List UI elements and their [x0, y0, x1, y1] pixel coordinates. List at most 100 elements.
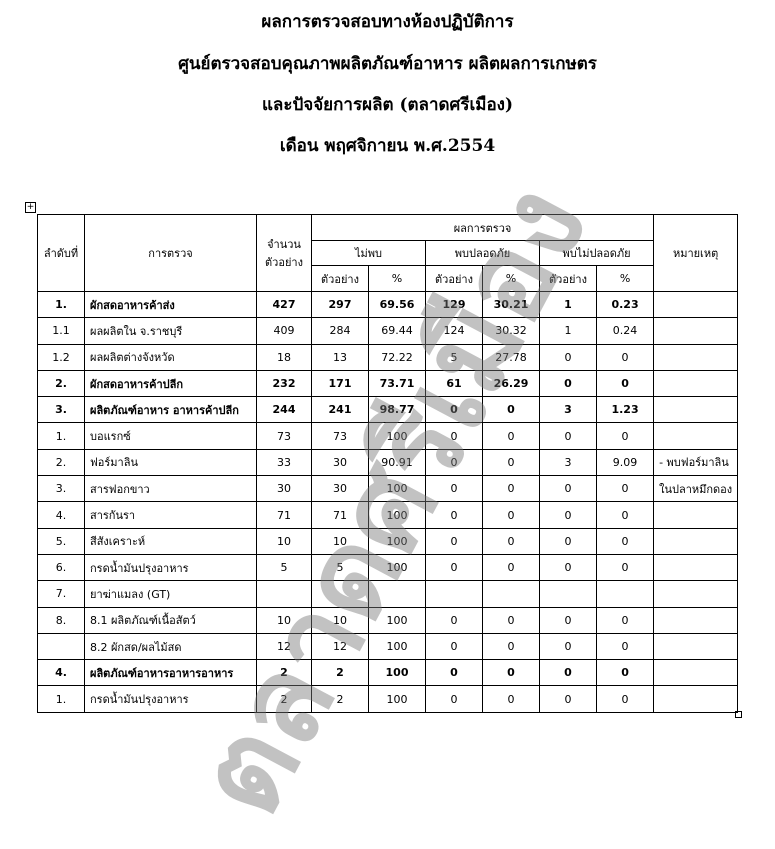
- table-cell: 10: [311, 606, 369, 634]
- table-cell: 2.: [37, 369, 85, 398]
- table-cell: กรดน้ำมันปรุงอาหาร: [84, 685, 257, 713]
- table-cell: 69.44: [368, 317, 426, 345]
- table-cell: 0: [595, 343, 655, 371]
- table-cell: 1.23: [595, 396, 655, 424]
- table-cell: 30.21: [482, 290, 540, 319]
- table-cell: [37, 632, 85, 661]
- table-cell: 0: [425, 448, 483, 477]
- table-cell: 284: [311, 317, 369, 345]
- table-cell: 0: [539, 343, 597, 371]
- table-cell: [653, 317, 739, 345]
- table-row: 1. ผักสดอาหารค้าส่ง 427 297 69.56 129 30.21 1 0.…: [37, 290, 739, 319]
- table-cell: [653, 396, 739, 424]
- table-cell: [311, 580, 369, 608]
- table-cell: [653, 685, 739, 713]
- table-cell: 297: [311, 290, 369, 319]
- table-cell: บอแรกซ์: [84, 422, 257, 450]
- table-row: ไม่พบ พบปลอดภัย พบไม่ปลอดภัย: [38, 240, 738, 266]
- table-cell: 0: [425, 659, 483, 687]
- page: ผลการตรวจสอบทางห้องปฏิบัติการ ศูนย์ตรวจส…: [25, 12, 742, 838]
- table-cell: ผลผลิตใน จ.ราชบุรี: [84, 317, 257, 345]
- table-row: 1.2 ผลผลิตต่างจังหวัด 18 13 72.22 5 27.78 0 0: [37, 343, 739, 371]
- table-cell: %: [482, 265, 540, 292]
- table-cell: 0: [595, 606, 655, 634]
- table-cell: ผลการตรวจ: [310, 214, 655, 241]
- table-cell: 0: [539, 632, 597, 661]
- table-cell: 0: [539, 501, 597, 529]
- table-cell: ไม่พบ: [311, 240, 426, 266]
- table-cell: ผลิตภัณฑ์อาหารอาหารอาหาร: [84, 659, 257, 687]
- table-row: 8. 8.1 ผลิตภัณฑ์เนื้อสัตว์ 10 10 100 0 0 0 0: [37, 606, 739, 634]
- table-cell: 100: [368, 606, 426, 634]
- table-cell: 4.: [37, 659, 85, 687]
- table-cell: 100: [368, 659, 426, 687]
- table-cell: 30: [256, 475, 312, 503]
- table-cell: 100: [368, 527, 426, 555]
- table-cell: 61: [425, 369, 483, 398]
- table-cell: 9.09: [595, 448, 655, 477]
- table-cell: 427: [256, 290, 312, 319]
- table-cell: [653, 369, 739, 398]
- table-cell: 0: [539, 475, 597, 503]
- table-cell: 129: [425, 290, 483, 319]
- table-row: 2. ฟอร์มาลิน 33 30 90.91 0 0 3 9.09- พบฟอร์มาลิน: [37, 448, 739, 477]
- table-cell: 90.91: [368, 448, 426, 477]
- table-cell: 0: [539, 659, 597, 687]
- table-cell: [482, 580, 540, 608]
- table-cell: 30: [311, 475, 369, 503]
- table-cell: 71: [256, 501, 312, 529]
- table-cell: 5: [425, 343, 483, 371]
- table-cell: 1.: [37, 685, 85, 713]
- table-cell: - พบฟอร์มาลิน: [653, 448, 739, 477]
- table-cell: 3.: [37, 475, 85, 503]
- table-cell: 27.78: [482, 343, 540, 371]
- table-cell: 73: [256, 422, 312, 450]
- table-cell: สารฟอกขาว: [84, 475, 257, 503]
- table-cell: 409: [256, 317, 312, 345]
- table-cell: 0: [482, 396, 540, 424]
- resize-handle[interactable]: [735, 711, 742, 718]
- table-row: 2. ผักสดอาหารค้าปลีก 232 171 73.71 61 26.29 0 0: [37, 369, 739, 398]
- table-cell: 0: [595, 632, 655, 661]
- table-cell: ตัวอย่าง: [539, 265, 597, 292]
- table-cell: 0.23: [595, 290, 655, 319]
- table-cell: ในปลาหมึกดอง: [653, 475, 739, 503]
- table-cell: 72.22: [368, 343, 426, 371]
- table-cell: 0: [539, 606, 597, 634]
- table-cell: ผลิตภัณฑ์อาหาร อาหารค้าปลีก: [84, 396, 257, 424]
- table-cell: [256, 580, 312, 608]
- table-row: 7. ยาฆ่าแมลง (GT): [37, 580, 739, 608]
- table-cell: 100: [368, 501, 426, 529]
- table-cell: 0: [482, 448, 540, 477]
- table-cell: [653, 632, 739, 661]
- table-cell: 0: [425, 396, 483, 424]
- table-cell: %: [595, 265, 655, 292]
- table-cell: 244: [256, 396, 312, 424]
- table-cell: [368, 580, 426, 608]
- table-cell: [653, 580, 739, 608]
- table-cell: 8.: [37, 606, 85, 634]
- table-cell: 0: [482, 659, 540, 687]
- table-cell: 30.32: [482, 317, 540, 345]
- table-cell: 100: [368, 475, 426, 503]
- table-cell: 0: [539, 685, 597, 713]
- table-cell: 1.1: [37, 317, 85, 345]
- table-cell: 8.1 ผลิตภัณฑ์เนื้อสัตว์: [84, 606, 257, 634]
- table-handle[interactable]: +: [25, 202, 36, 213]
- table-cell: 5: [256, 553, 312, 582]
- table-cell: 0: [595, 553, 655, 582]
- table-cell: ตัวอย่าง: [311, 265, 369, 292]
- table-cell: 1: [539, 317, 597, 345]
- table-cell: 100: [368, 422, 426, 450]
- table-row: 8.2 ผักสด/ผลไม้สด 12 12 100 0 0 0 0: [37, 632, 739, 661]
- table-cell: 2: [311, 685, 369, 713]
- table-cell: 10: [311, 527, 369, 555]
- table-cell: 3: [539, 448, 597, 477]
- table-cell: 241: [311, 396, 369, 424]
- table-cell: 2: [311, 659, 369, 687]
- table-cell: 12: [256, 632, 312, 661]
- table-row: 4. สารกันรา 71 71 100 0 0 0 0: [37, 501, 739, 529]
- table-cell: [653, 659, 739, 687]
- table-cell: 232: [256, 369, 312, 398]
- table-cell: 73.71: [368, 369, 426, 398]
